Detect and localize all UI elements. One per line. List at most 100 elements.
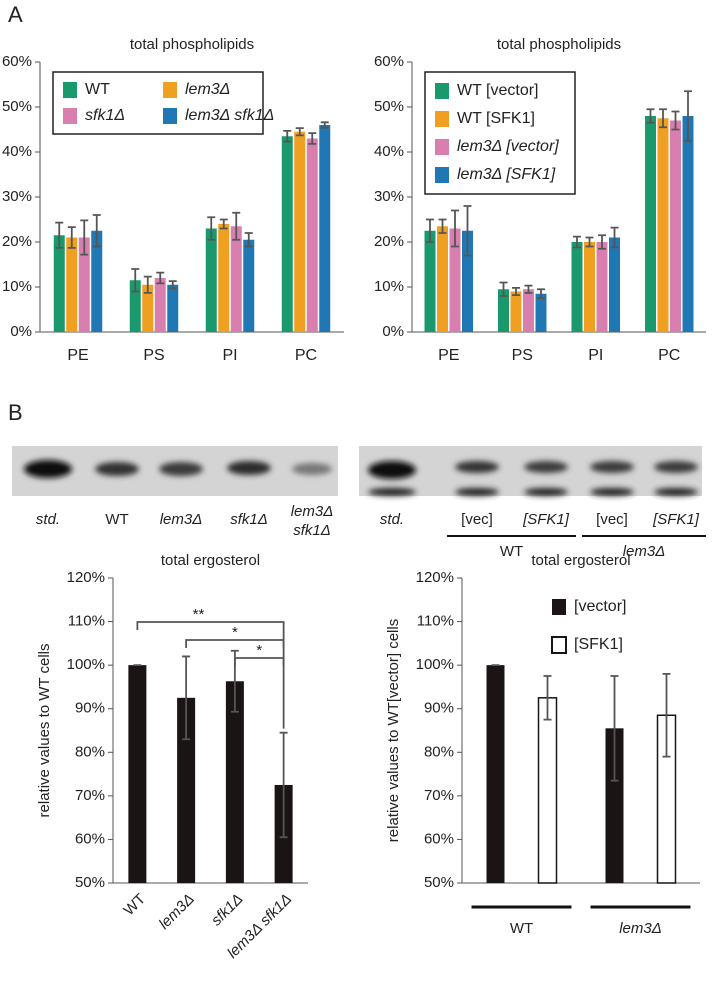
legend-swatch: [435, 139, 449, 155]
bar: [486, 665, 505, 883]
error-bar: [308, 132, 317, 145]
x-tick-label: lem3Δ: [619, 920, 662, 937]
legend-label: lem3Δ sfk1Δ: [185, 107, 274, 124]
y-tick-label: 80%: [424, 743, 454, 760]
error-bar: [232, 211, 241, 241]
lane-label: WT: [105, 511, 128, 528]
group-label: lem3Δ: [623, 543, 666, 560]
y-tick-label: 0%: [10, 323, 32, 340]
legend-swatch: [435, 111, 449, 127]
bar: [230, 226, 242, 332]
y-tick-label: 70%: [75, 787, 105, 804]
y-tick-label: 90%: [424, 700, 454, 717]
lane-label: [vec]: [596, 511, 628, 528]
x-tick-label: WT: [120, 891, 149, 920]
y-tick-label: 20%: [374, 233, 404, 250]
error-bar: [426, 218, 434, 243]
error-bar: [512, 287, 520, 296]
y-tick-label: 40%: [2, 143, 32, 160]
bar: [177, 697, 196, 883]
bar: [645, 116, 656, 332]
bar: [78, 237, 90, 332]
bar: [129, 280, 141, 332]
x-tick-label: PE: [67, 347, 88, 364]
y-tick-label: 50%: [75, 874, 105, 891]
bar: [535, 293, 547, 332]
y-tick-label: 100%: [416, 656, 454, 673]
y-tick-label: 120%: [67, 569, 105, 586]
y-tick-label: 120%: [416, 569, 454, 586]
bar: [243, 239, 255, 332]
panel-label: A: [8, 2, 23, 27]
gel-bands: [368, 461, 698, 496]
lane-label: std.: [380, 511, 404, 528]
y-tick-label: 60%: [424, 830, 454, 847]
y-tick-label: 50%: [424, 874, 454, 891]
bar: [142, 284, 154, 332]
bar: [205, 228, 217, 332]
error-bar: [219, 218, 228, 230]
legend-label: lem3Δ [SFK1]: [457, 166, 556, 183]
error-bar: [598, 234, 606, 250]
bar: [605, 728, 624, 883]
y-tick-label: 10%: [374, 278, 404, 295]
panel-label: B: [8, 400, 23, 425]
lane-label: sfk1Δ: [230, 511, 268, 528]
legend-label: WT [vector]: [457, 82, 539, 99]
significance-bracket: [233, 657, 285, 666]
gel-bands: [24, 460, 332, 478]
bar: [523, 289, 534, 332]
bar: [319, 125, 331, 332]
legend-frame: [52, 71, 264, 135]
bar: [537, 697, 558, 884]
error-bar: [168, 280, 177, 290]
y-tick-label: 110%: [68, 613, 105, 630]
error-bar: [524, 284, 533, 294]
bar: [225, 681, 244, 883]
lane-label: sfk1Δ: [293, 522, 331, 539]
error-bar: [451, 209, 459, 248]
x-tick-label: lem3Δ: [156, 891, 198, 933]
bar: [682, 116, 694, 332]
y-tick-label: 90%: [75, 700, 105, 717]
x-tick-label: PE: [438, 347, 459, 364]
error-bar: [610, 226, 619, 249]
y-tick-label: 60%: [374, 53, 404, 70]
error-bar: [182, 655, 191, 741]
error-bar: [67, 226, 76, 249]
bar: [167, 284, 179, 332]
lane-label: [SFK1]: [522, 511, 570, 528]
significance-label: *: [232, 624, 238, 641]
bar: [424, 230, 436, 332]
bar: [154, 278, 166, 332]
y-tick-label: 110%: [417, 613, 454, 630]
bar: [218, 224, 230, 332]
x-tick-label: sfk1Δ: [208, 891, 247, 930]
bar: [609, 237, 620, 332]
error-bar: [662, 672, 671, 758]
bar: [437, 226, 448, 332]
lane-label: lem3Δ: [160, 511, 203, 528]
error-bar: [55, 221, 64, 249]
bar: [596, 242, 608, 332]
error-bar: [585, 236, 594, 248]
x-tick-label: PS: [143, 347, 164, 364]
y-tick-label: 0%: [382, 323, 404, 340]
x-tick-label: PI: [222, 347, 237, 364]
error-bar: [659, 108, 667, 129]
x-tick-label: PI: [588, 347, 603, 364]
error-bar: [207, 216, 216, 241]
lane-label: std.: [36, 511, 60, 528]
bar: [571, 242, 583, 332]
x-tick-label: WT: [510, 920, 533, 937]
error-bar: [131, 268, 140, 293]
y-tick-label: 20%: [2, 233, 32, 250]
error-bar: [80, 219, 89, 256]
group-label: WT: [500, 543, 523, 560]
bar: [91, 230, 103, 332]
legend-label: [vector]: [574, 598, 626, 615]
bar: [462, 230, 473, 332]
bar: [510, 291, 522, 332]
y-axis-label: relative values to WT[vector] cells: [385, 619, 402, 842]
error-bar: [156, 271, 165, 285]
